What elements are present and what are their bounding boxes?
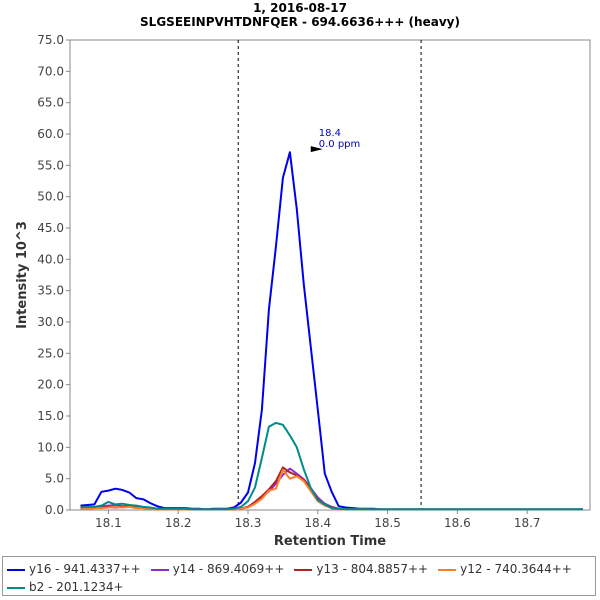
legend-item: y13 - 804.8857++ [294, 560, 428, 578]
y-tick-label: 5.0 [45, 472, 64, 486]
y-tick-label: 75.0 [37, 33, 64, 47]
series-line [80, 421, 583, 511]
legend-swatch-icon [7, 586, 25, 589]
legend-swatch-icon [7, 568, 25, 571]
y-tick-label: 0.0 [45, 503, 64, 517]
x-tick-label: 18.4 [304, 516, 331, 530]
legend-item: y14 - 869.4069++ [150, 560, 285, 578]
legend-swatch-icon [438, 568, 457, 571]
x-tick-label: 18.7 [514, 516, 541, 530]
x-tick-label: 18.3 [235, 516, 262, 530]
y-tick-label: 10.0 [37, 440, 64, 454]
legend-item: b2 - 201.1234+ [7, 578, 124, 596]
x-tick-label: 18.6 [444, 516, 471, 530]
x-axis-label: Retention Time [274, 534, 386, 549]
chromatogram-chart: 1, 2016-08-17 SLGSEEINPVHTDNFQER - 694.6… [15, 1, 591, 549]
peak-marker-icon [310, 146, 323, 153]
y-tick-label: 30.0 [37, 315, 64, 329]
y-tick-label: 55.0 [37, 158, 64, 172]
y-tick-label: 50.0 [37, 190, 64, 204]
peak-annotation: 18.4 0.0 ppm [310, 128, 361, 153]
legend-swatch-icon [150, 568, 169, 571]
peak-rt-label: 18.4 [319, 128, 341, 139]
x-tick-label: 18.1 [95, 516, 122, 530]
legend-label: b2 - 201.1234+ [29, 580, 124, 594]
y-tick-label: 35.0 [37, 284, 64, 298]
y-tick-label: 70.0 [37, 64, 64, 78]
legend-item: y16 - 941.4337++ [7, 560, 141, 578]
y-tick-label: 20.0 [37, 378, 64, 392]
integration-bounds [237, 40, 422, 510]
legend: y16 - 941.4337++ y14 - 869.4069++ y13 - 80… [2, 556, 596, 596]
legend-label: y13 - 804.8857++ [316, 562, 429, 576]
chart-title: 1, 2016-08-17 [253, 1, 347, 15]
series-lines [80, 151, 583, 511]
plot-area [69, 39, 591, 511]
y-tick-label: 15.0 [37, 409, 64, 423]
legend-label: y12 - 740.3644++ [460, 562, 572, 576]
chart-subtitle: SLGSEEINPVHTDNFQER - 694.6636+++ (heavy) [140, 15, 460, 29]
y-tick-label: 65.0 [37, 96, 64, 110]
y-tick-label: 40.0 [37, 252, 64, 266]
x-axis-ticks: 18.1 18.2 18.3 18.4 18.5 18.6 18.7 [95, 510, 541, 530]
y-axis-label: Intensity 10^3 [15, 221, 30, 329]
legend-item: y12 - 740.3644++ [438, 560, 572, 578]
legend-swatch-icon [294, 568, 313, 571]
y-axis-ticks: 0.0 5.0 10.0 15.0 20.0 25.0 30.0 35.0 40.0 45.0 50… [37, 33, 70, 517]
peak-ppm-label: 0.0 ppm [319, 139, 361, 150]
legend-label: y16 - 941.4337++ [29, 562, 141, 576]
y-tick-label: 45.0 [37, 221, 64, 235]
y-tick-label: 60.0 [37, 127, 64, 141]
y-tick-label: 25.0 [37, 346, 64, 360]
x-tick-label: 18.2 [165, 516, 192, 530]
legend-label: y14 - 869.4069++ [172, 562, 285, 576]
x-tick-label: 18.5 [374, 516, 401, 530]
